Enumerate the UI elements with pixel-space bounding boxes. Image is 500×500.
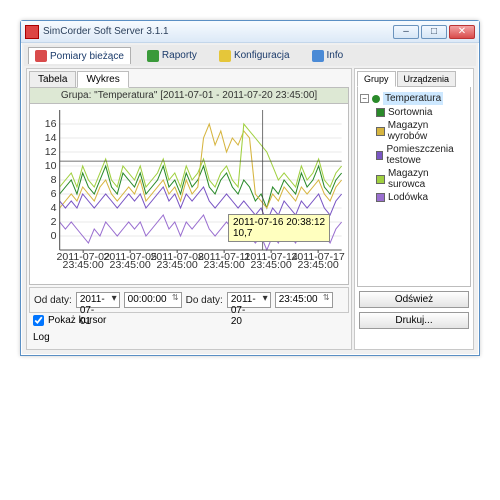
svg-text:23:45:00: 23:45:00: [110, 260, 152, 271]
collapse-icon[interactable]: −: [360, 94, 369, 103]
minimize-button[interactable]: –: [393, 25, 419, 39]
print-button[interactable]: Drukuj...: [359, 312, 469, 329]
svg-text:10: 10: [45, 161, 57, 172]
from-date-label: Od daty:: [34, 295, 72, 306]
svg-text:23:45:00: 23:45:00: [298, 260, 340, 271]
log-label: Log: [33, 332, 50, 343]
chart-header: Grupa: "Temperatura" [2011-07-01 - 2011-…: [30, 88, 348, 104]
maximize-button[interactable]: □: [421, 25, 447, 39]
client-area: Pomiary bieżące Raporty Konfiguracja Info T…: [21, 43, 479, 355]
tree-item[interactable]: Magazyn wyrobów: [376, 119, 468, 143]
tab-icon: [35, 50, 47, 62]
tree-item[interactable]: Magazyn surowca: [376, 167, 468, 191]
main-split: TabelaWykres Grupa: "Temperatura" [2011-…: [24, 66, 476, 352]
chart-svg: 02468101214162011-07-0223:45:002011-07-0…: [30, 104, 348, 284]
tree-item[interactable]: Lodówka: [376, 191, 468, 204]
window-buttons: – □ ✕: [393, 25, 475, 39]
color-swatch: [376, 127, 385, 136]
cursor-label: Pokaż kursor: [48, 315, 106, 326]
svg-text:23:45:00: 23:45:00: [251, 260, 293, 271]
sub-tab-wykres[interactable]: Wykres: [77, 71, 128, 88]
tree-item[interactable]: Sortownia: [376, 106, 468, 119]
color-swatch: [376, 193, 385, 202]
svg-text:16: 16: [45, 119, 57, 130]
tree-root[interactable]: −Temperatura: [360, 91, 468, 106]
tooltip-line1: 2011-07-16 20:38:12: [233, 217, 325, 228]
svg-text:2: 2: [51, 217, 57, 228]
action-buttons: Odśwież Drukuj...: [357, 287, 471, 333]
refresh-button[interactable]: Odśwież: [359, 291, 469, 308]
right-tab-grupy[interactable]: Grupy: [357, 71, 396, 87]
chart-panel: Grupa: "Temperatura" [2011-07-01 - 2011-…: [29, 87, 349, 285]
tree-panel[interactable]: −TemperaturaSortowniaMagazyn wyrobówPomi…: [357, 87, 471, 287]
main-tab-pomiary-bieżące[interactable]: Pomiary bieżące: [28, 47, 131, 64]
from-time-spin[interactable]: 00:00:00: [124, 292, 182, 308]
log-row: Log: [29, 328, 349, 347]
group-dot-icon: [372, 95, 380, 103]
sub-tab-tabela[interactable]: Tabela: [29, 71, 76, 88]
cursor-row: Pokaż kursor: [29, 313, 349, 328]
color-swatch: [376, 175, 385, 184]
right-tab-urządzenia[interactable]: Urządzenia: [397, 71, 457, 87]
tab-icon: [147, 50, 159, 62]
window-title: SimCorder Soft Server 3.1.1: [43, 26, 393, 37]
chart-tooltip: 2011-07-16 20:38:12 10,7: [228, 214, 330, 242]
svg-text:4: 4: [51, 203, 57, 214]
svg-text:0: 0: [51, 231, 57, 242]
svg-text:12: 12: [45, 147, 57, 158]
main-tabs: Pomiary bieżące Raporty Konfiguracja Info: [24, 45, 476, 66]
from-date-combo[interactable]: 2011-07-01: [76, 292, 120, 308]
right-pane: GrupyUrządzenia −TemperaturaSortowniaMag…: [354, 68, 474, 350]
cursor-checkbox[interactable]: [33, 315, 44, 326]
color-swatch: [376, 151, 383, 160]
main-tab-raporty[interactable]: Raporty: [141, 47, 203, 64]
close-button[interactable]: ✕: [449, 25, 475, 39]
to-date-combo[interactable]: 2011-07-20: [227, 292, 271, 308]
left-pane: TabelaWykres Grupa: "Temperatura" [2011-…: [26, 68, 352, 350]
color-swatch: [376, 108, 385, 117]
titlebar[interactable]: SimCorder Soft Server 3.1.1 – □ ✕: [21, 21, 479, 43]
right-tabs: GrupyUrządzenia: [357, 71, 471, 87]
tab-icon: [219, 50, 231, 62]
main-tab-info[interactable]: Info: [306, 47, 350, 64]
sub-tabs: TabelaWykres: [29, 71, 349, 88]
to-date-label: Do daty:: [186, 295, 223, 306]
svg-text:23:45:00: 23:45:00: [63, 260, 105, 271]
app-icon: [25, 25, 39, 39]
svg-text:6: 6: [51, 189, 57, 200]
date-controls: Od daty: 2011-07-01 00:00:00 Do daty: 20…: [29, 287, 349, 313]
app-window: SimCorder Soft Server 3.1.1 – □ ✕ Pomiar…: [20, 20, 480, 356]
tree-item[interactable]: Pomieszczenia testowe: [376, 143, 468, 167]
to-time-spin[interactable]: 23:45:00: [275, 292, 333, 308]
chart-area[interactable]: 02468101214162011-07-0223:45:002011-07-0…: [30, 104, 348, 284]
tab-icon: [312, 50, 324, 62]
svg-text:8: 8: [51, 175, 57, 186]
main-tab-konfiguracja[interactable]: Konfiguracja: [213, 47, 296, 64]
svg-text:23:45:00: 23:45:00: [204, 260, 246, 271]
tooltip-line2: 10,7: [233, 228, 325, 239]
svg-text:14: 14: [45, 133, 57, 144]
svg-text:23:45:00: 23:45:00: [157, 260, 199, 271]
